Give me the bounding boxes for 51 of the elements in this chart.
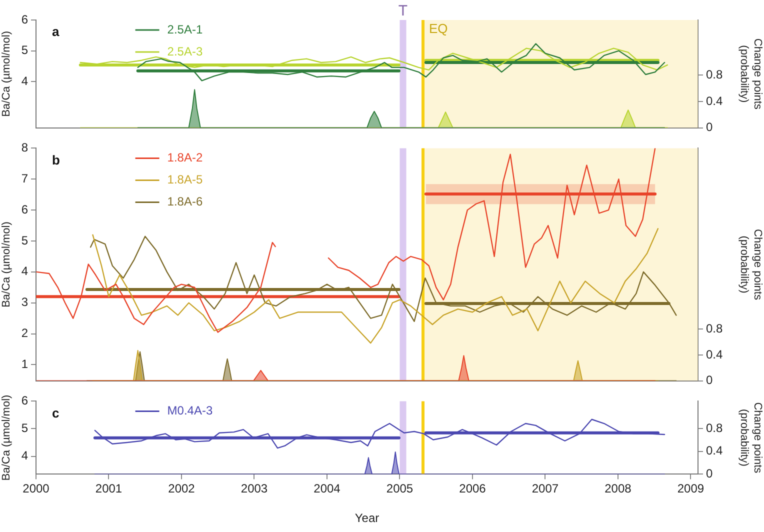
x-tick-label: 2001 <box>95 482 122 496</box>
y-tick-label: 6 <box>21 394 28 408</box>
chart-title: c <box>52 405 60 420</box>
y-tick-label: 8 <box>21 140 28 155</box>
x-tick-label: 2007 <box>532 482 559 496</box>
y2-tick-label: 0.8 <box>706 68 724 82</box>
x-tick-label: 2006 <box>459 482 486 496</box>
y-tick-label: 1 <box>21 357 28 372</box>
y-tick-label: 6 <box>21 202 28 216</box>
x-tick-label: 2005 <box>386 482 414 496</box>
chart-title: b <box>52 152 60 168</box>
ref-line-label: EQ <box>429 21 448 36</box>
legend-label: M0.4A-3 <box>167 404 213 418</box>
y-tick-label: 6 <box>21 12 28 26</box>
x-tick-label: 2008 <box>604 482 632 496</box>
y-tick-label: 2 <box>21 326 28 340</box>
y2-axis-title: Change points (probability) <box>738 402 764 474</box>
x-tick-label: 2004 <box>314 482 341 496</box>
y2-tick-label: 0 <box>706 373 713 388</box>
legend-label: 1.8A-2 <box>167 150 203 165</box>
y-tick-label: 5 <box>21 43 28 58</box>
x-tick-label: 2003 <box>240 482 268 496</box>
y2-tick-label: 0 <box>706 120 713 134</box>
y-axis-title: Ba/Ca (µmol/mol) <box>0 222 13 308</box>
x-tick-label: 2009 <box>677 482 704 496</box>
y-tick-label: 7 <box>21 171 28 186</box>
y-tick-label: 3 <box>21 295 28 310</box>
y-axis-title: Ba/Ca (µmol/mol) <box>0 394 13 481</box>
y2-axis-title: Change points (probability) <box>738 38 764 110</box>
y2-tick-label: 0.4 <box>706 94 724 108</box>
y-axis-title: Ba/Ca (µmol/mol) <box>0 30 13 117</box>
y2-axis-title: Change points (probability) <box>738 229 764 300</box>
x-tick-label: 2002 <box>168 482 196 496</box>
y-tick-label: 4 <box>21 74 28 88</box>
y2-tick-label: 0.4 <box>706 347 724 362</box>
y2-tick-label: 0.4 <box>706 444 724 458</box>
legend-label: 1.8A-5 <box>167 172 203 187</box>
y2-tick-label: 0 <box>706 466 713 481</box>
band-label: T <box>398 2 408 20</box>
y-tick-label: 5 <box>21 421 28 436</box>
y2-tick-label: 0.8 <box>706 321 724 336</box>
x-axis-title: Year <box>354 511 380 526</box>
x-tick-label: 2000 <box>22 482 50 496</box>
legend-label: 1.8A-6 <box>167 194 203 209</box>
y-tick-label: 5 <box>21 233 28 248</box>
chart-title: a <box>52 24 60 40</box>
legend-label: 2.5A-1 <box>167 22 203 36</box>
y-tick-label: 4 <box>21 264 28 278</box>
y2-tick-label: 0.8 <box>706 420 724 435</box>
legend-label: 2.5A-3 <box>167 44 203 58</box>
y-tick-label: 4 <box>21 448 28 463</box>
